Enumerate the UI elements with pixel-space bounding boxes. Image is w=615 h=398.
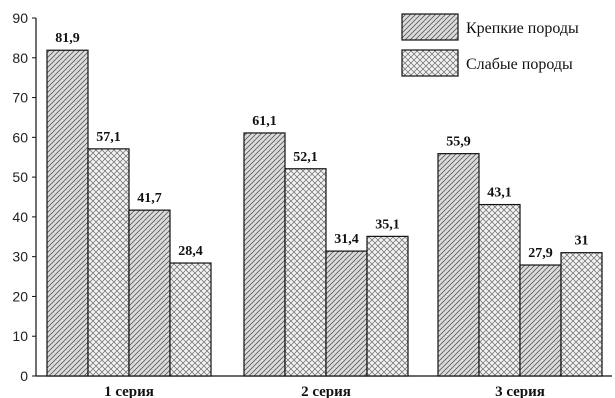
bar bbox=[46, 49, 89, 377]
legend-swatch bbox=[401, 13, 459, 41]
data-label: 81,9 bbox=[55, 31, 80, 46]
y-tick-label: 50 bbox=[12, 169, 28, 185]
x-tick-label: 2 серия bbox=[301, 384, 351, 398]
bar bbox=[169, 262, 212, 377]
data-label: 28,4 bbox=[178, 244, 203, 259]
bar bbox=[243, 132, 286, 377]
bar bbox=[128, 209, 171, 377]
legend: Крепкие породы Слабые породы bbox=[401, 13, 579, 77]
y-tick-label: 10 bbox=[12, 328, 28, 344]
legend-label: Крепкие породы bbox=[466, 20, 579, 37]
bar bbox=[560, 252, 603, 377]
data-label: 31,4 bbox=[334, 232, 359, 247]
data-label: 41,7 bbox=[137, 191, 162, 206]
data-label: 35,1 bbox=[375, 217, 400, 232]
bar bbox=[519, 264, 562, 377]
data-label: 52,1 bbox=[293, 150, 318, 165]
axes: 0 10 20 30 40 50 60 70 80 90 1 серия 2 серия 3 серия bbox=[12, 10, 612, 398]
data-label: 43,1 bbox=[487, 186, 512, 201]
y-tick-label: 40 bbox=[12, 209, 28, 225]
y-tick-label: 0 bbox=[20, 368, 28, 384]
data-label: 61,1 bbox=[252, 114, 277, 129]
legend-label: Слабые породы bbox=[466, 56, 573, 73]
bar bbox=[478, 203, 521, 377]
y-tick-label: 80 bbox=[12, 50, 28, 66]
bar bbox=[87, 148, 130, 377]
data-label: 31 bbox=[575, 234, 589, 249]
y-tick-label: 20 bbox=[12, 288, 28, 304]
data-label: 27,9 bbox=[528, 246, 553, 261]
y-tick-label: 70 bbox=[12, 90, 28, 106]
y-tick-label: 30 bbox=[12, 249, 28, 265]
legend-swatch bbox=[401, 49, 459, 77]
bar bbox=[284, 168, 327, 377]
data-label: 55,9 bbox=[446, 135, 471, 150]
bars bbox=[46, 49, 603, 377]
data-label: 57,1 bbox=[96, 130, 121, 145]
bar bbox=[366, 235, 409, 377]
data-labels: 81,9 57,1 41,7 28,4 61,1 52,1 31,4 35,1 55,9 43,1… bbox=[55, 31, 588, 261]
y-tick-label: 90 bbox=[12, 10, 28, 26]
x-tick-label: 3 серия bbox=[495, 384, 545, 398]
bar bbox=[325, 250, 368, 377]
x-tick-label: 1 серия bbox=[104, 384, 154, 398]
y-tick-label: 60 bbox=[12, 129, 28, 145]
bar bbox=[437, 153, 480, 377]
